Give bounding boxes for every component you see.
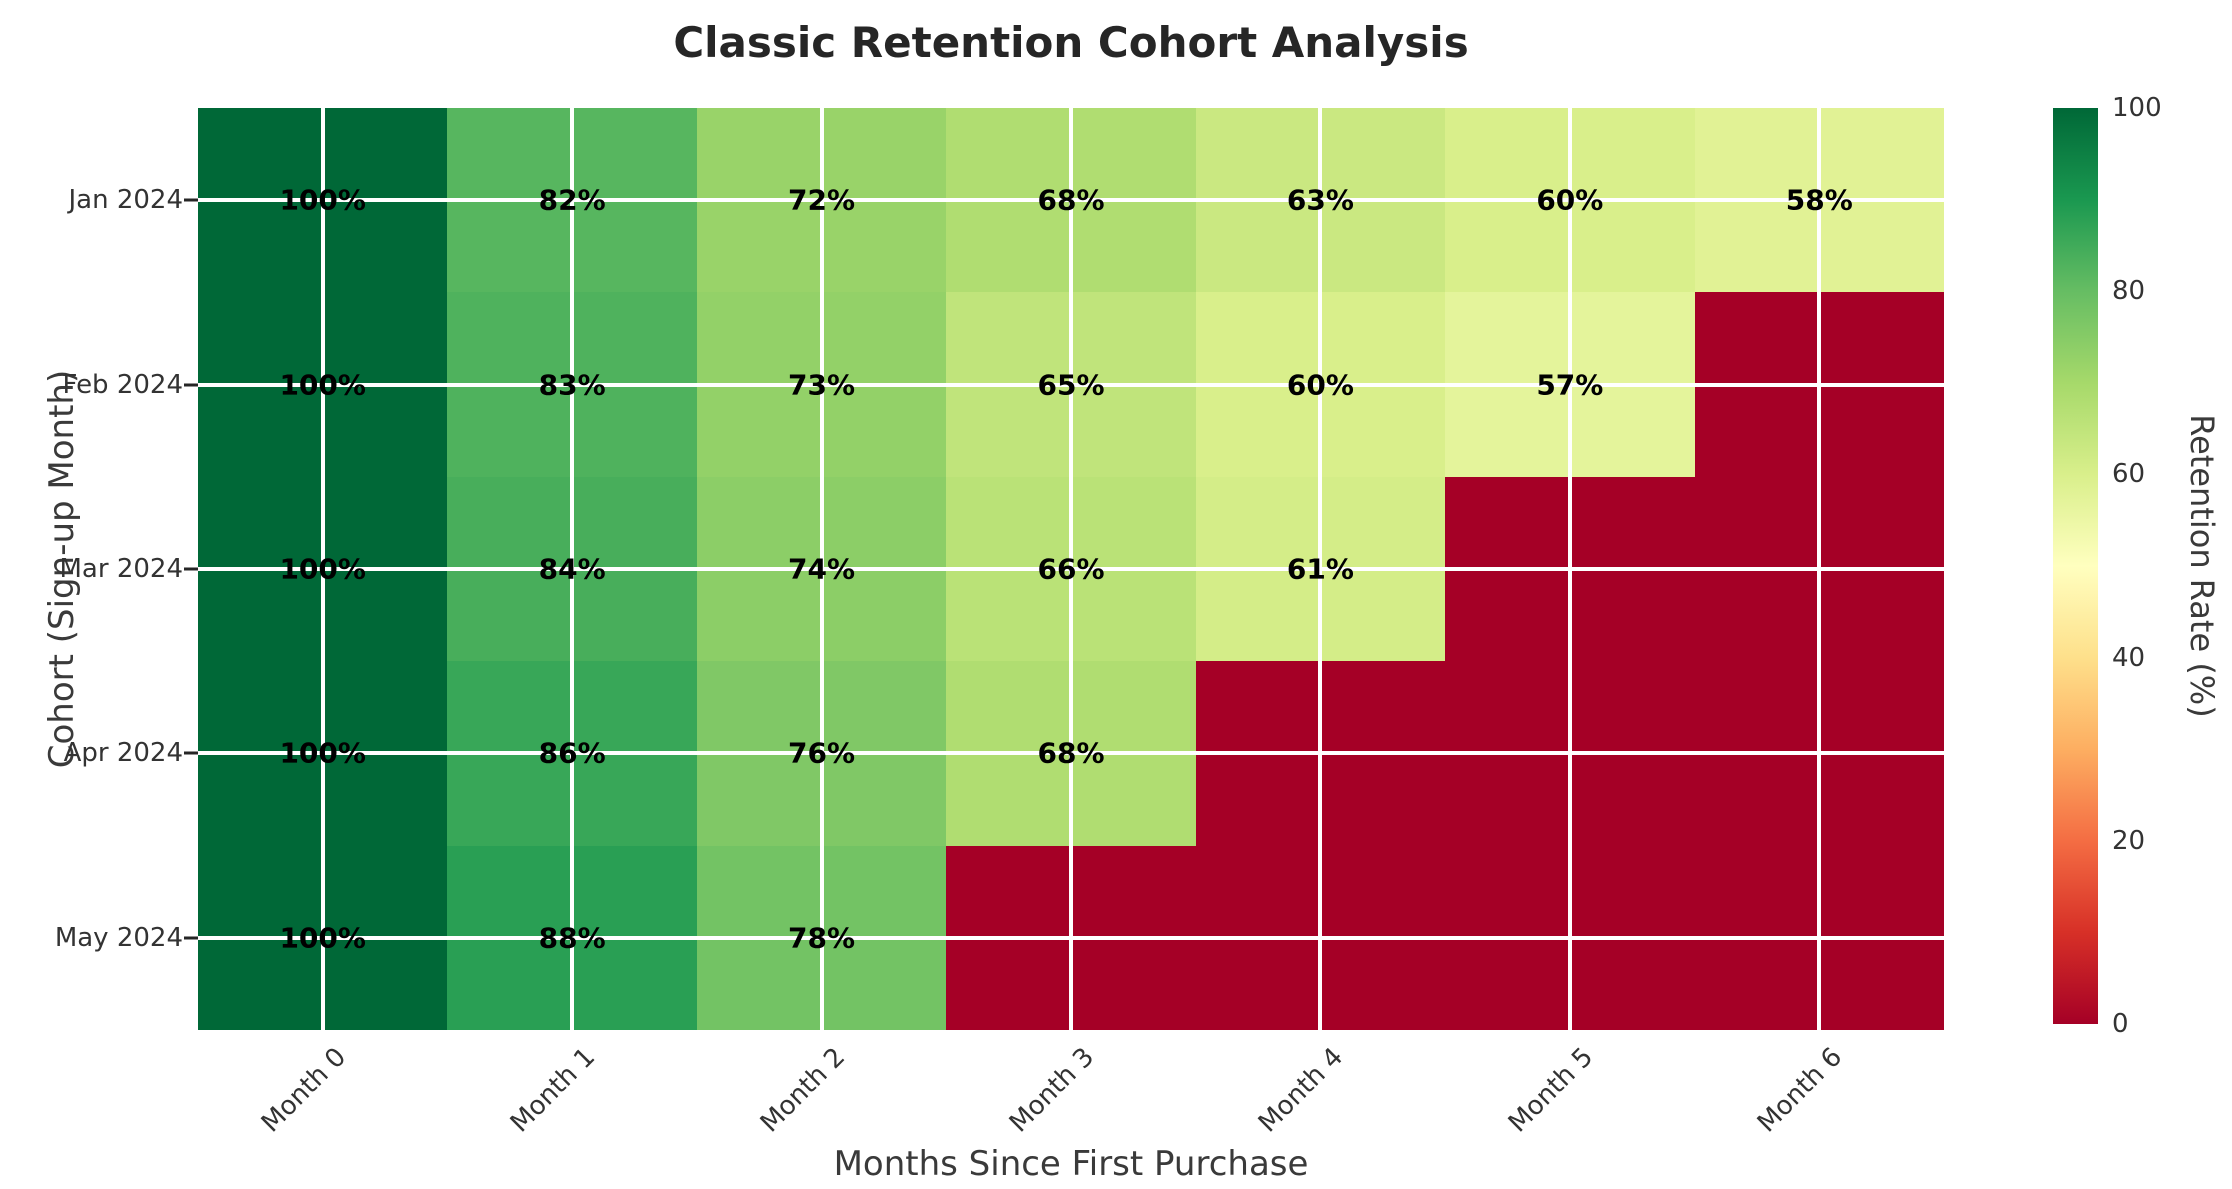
heatmap-cell-value: 61% xyxy=(1286,552,1354,586)
y-tick-mark xyxy=(184,567,198,571)
heatmap-cell-value: 100% xyxy=(279,368,366,402)
heatmap-cell-value: 60% xyxy=(1286,368,1354,402)
grid-line-horizontal xyxy=(198,751,1944,756)
heatmap-cell-value: 78% xyxy=(788,921,856,955)
heatmap-cell-value: 66% xyxy=(1037,552,1105,586)
heatmap-cell-value: 72% xyxy=(788,183,856,217)
heatmap-cell-value: 58% xyxy=(1785,183,1853,217)
heatmap-cell-value: 63% xyxy=(1286,183,1354,217)
y-tick-mark xyxy=(184,936,198,940)
colorbar-tick-label: 60 xyxy=(2112,459,2146,490)
heatmap-cell-value: 76% xyxy=(788,736,856,770)
colorbar-tick-label: 100 xyxy=(2112,93,2162,123)
colorbar-tick-label: 20 xyxy=(2112,825,2146,856)
y-tick-label: Mar 2024 xyxy=(59,554,184,584)
colorbar-tick-label: 40 xyxy=(2112,642,2146,673)
heatmap-cell-value: 84% xyxy=(538,552,606,586)
grid-line-horizontal xyxy=(198,567,1944,571)
chart-title: Classic Retention Cohort Analysis xyxy=(673,18,1469,67)
y-tick-label: May 2024 xyxy=(54,922,183,953)
y-tick-mark xyxy=(184,198,198,202)
colorbar xyxy=(2053,108,2098,1024)
colorbar-label: Retention Rate (%) xyxy=(2183,414,2221,718)
y-tick-label: Feb 2024 xyxy=(62,369,183,400)
heatmap-cell-value: 83% xyxy=(538,368,606,402)
x-axis-title: Months Since First Purchase xyxy=(833,1144,1309,1184)
y-tick-mark xyxy=(184,383,198,387)
grid-line-horizontal xyxy=(198,935,1944,940)
heatmap-plot-area: 100% 82% 72% 68% 63% 60% 58% 100% 83% 73% 65% 60% 57… xyxy=(198,108,1945,1031)
heatmap-cell-value: 82% xyxy=(538,183,606,217)
heatmap-cell-value: 100% xyxy=(279,552,366,586)
heatmap-cell-value: 60% xyxy=(1536,183,1604,217)
grid-line-horizontal xyxy=(198,382,1944,387)
heatmap-cell-value: 86% xyxy=(538,736,606,770)
colorbar-tick-label: 0 xyxy=(2112,1009,2129,1039)
y-tick-mark xyxy=(184,751,198,755)
heatmap-cell-value: 88% xyxy=(538,921,606,955)
heatmap-cell-value: 100% xyxy=(279,736,366,770)
y-tick-label: Apr 2024 xyxy=(63,738,183,769)
colorbar-tick-label: 80 xyxy=(2112,276,2146,307)
heatmap-cell-value: 57% xyxy=(1536,368,1604,402)
heatmap-cell-value: 74% xyxy=(788,552,856,586)
heatmap-cell-value: 100% xyxy=(279,183,366,217)
grid-line-horizontal xyxy=(198,198,1944,203)
heatmap-cell-value: 68% xyxy=(1037,736,1105,770)
colorbar-gradient xyxy=(2053,108,2098,1024)
heatmap-cell-value: 100% xyxy=(279,921,366,955)
heatmap-cell-value: 65% xyxy=(1037,368,1105,402)
y-tick-label: Jan 2024 xyxy=(68,185,183,216)
heatmap-cell-value: 73% xyxy=(788,368,856,402)
heatmap-cell-value: 68% xyxy=(1037,183,1105,217)
